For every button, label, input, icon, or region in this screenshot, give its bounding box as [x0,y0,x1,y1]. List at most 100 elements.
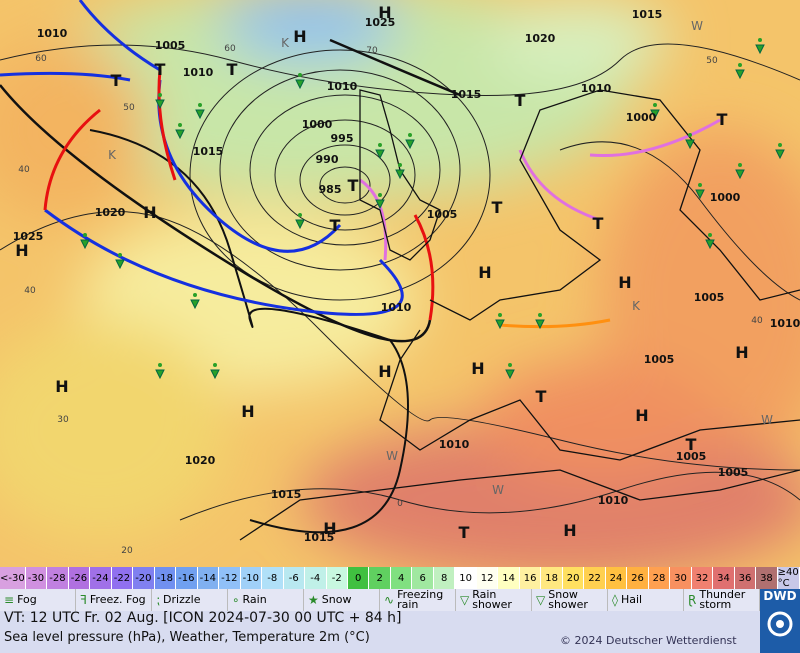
pressure-center: H [55,377,68,396]
dwd-logo: DWD [760,589,800,653]
pressure-label: 1015 [193,145,224,158]
isotherm-label: 50 [123,103,135,113]
weather-dot [158,363,162,367]
weather-legend-item: ∿ Freezing rain [380,589,456,611]
weather-symbol [375,149,385,160]
weather-dot [178,123,182,127]
weather-symbol [190,299,200,310]
weather-icon: ◊ [612,593,618,607]
pressure-label: 1020 [95,206,126,219]
scale-swatch: -24 [90,567,112,589]
pressure-center: H [635,406,648,425]
pressure-label: 1010 [381,301,412,314]
weather-symbol [375,199,385,210]
weather-icon: ▽ [536,593,546,607]
pressure-center: T [227,60,238,79]
weather-symbol [395,169,405,180]
weather-dot [298,73,302,77]
scale-swatch: 8 [433,567,456,589]
scale-swatch: -6 [283,567,306,589]
pressure-center: H [735,343,748,362]
scale-swatch: 4 [390,567,413,589]
scale-swatch: -22 [111,567,134,589]
weather-symbol [495,319,505,330]
scale-swatch: -16 [176,567,198,589]
scale-swatch: <-30 [0,567,26,589]
weather-label: Freez. Fog [89,593,146,606]
pressure-center: H [478,263,491,282]
minor-label: W [492,483,504,497]
scale-swatch: -18 [154,567,177,589]
isotherm-label: 30 [57,415,69,425]
pressure-label: 1010 [581,82,612,95]
pressure-center: T [536,387,547,406]
pressure-center: H [618,273,631,292]
scale-swatch: 14 [498,567,520,589]
weather-icon: ∘ [232,593,240,607]
pressure-center: T [515,91,526,110]
pressure-center: H [563,521,576,540]
weather-dot [118,253,122,257]
weather-symbol [155,99,165,110]
scale-swatch: 30 [670,567,692,589]
weather-symbol [505,369,515,380]
scale-swatch: 18 [541,567,563,589]
pressure-center: H [471,359,484,378]
pressure-label: 1010 [37,27,68,40]
weather-label: Snow [321,593,352,606]
scale-swatch: 12 [476,567,499,589]
weather-dot [408,133,412,137]
minor-label: W [691,19,703,33]
pressure-center: H [378,3,391,22]
pressure-center: T [459,523,470,542]
weather-symbol [155,369,165,380]
pressure-label: 1005 [676,450,707,463]
weather-symbol [175,129,185,140]
minor-label: K [632,299,641,313]
weather-dot [213,363,217,367]
pressure-center: T [717,110,728,129]
scale-swatch: 16 [519,567,542,589]
weather-legend-item: ⁏ Drizzle [152,589,228,611]
weather-dot [653,103,657,107]
isotherm-label: 60 [35,54,47,64]
pressure-label: 1015 [451,88,482,101]
pressure-center: T [593,214,604,233]
weather-label: Rain shower [472,588,512,611]
weather-icon: ∿ [384,593,395,607]
weather-dot [708,233,712,237]
scale-swatch: 34 [713,567,735,589]
weather-symbol [80,239,90,250]
scale-swatch: 10 [455,567,477,589]
weather-symbol [295,219,305,230]
pressure-center: H [378,362,391,381]
weather-legend-item: ∘ Rain [228,589,304,611]
weather-dot [378,143,382,147]
isotherm-label: 70 [366,46,378,56]
weather-dot [198,103,202,107]
weather-legend-item: ꟻ Freez. Fog [76,589,152,611]
weather-dot [538,313,542,317]
pressure-label: 1000 [302,118,333,131]
weather-dot [508,363,512,367]
pressure-label: 1015 [632,8,663,21]
weather-symbol [405,139,415,150]
copyright: © 2024 Deutscher Wetterdienst [560,634,737,647]
pressure-label: 1010 [439,438,470,451]
pressure-label: 1025 [365,16,396,29]
weather-dot [193,293,197,297]
minor-label: W [386,449,398,463]
description: Sea level pressure (hPa), Weather, Tempe… [4,630,370,645]
isotherm-label: 40 [24,286,36,296]
pressure-center: H [241,402,254,421]
pressure-label: 1010 [327,80,358,93]
weather-dot [83,233,87,237]
temperature-scale: <-30 -30 -28 -26 -24 -22 -20 -18 -16 -14 -12 -10 -8-… [0,567,800,589]
weather-dot [738,63,742,67]
weather-label: Freezing rain [397,588,444,611]
scale-swatch: -20 [133,567,155,589]
scale-swatch: -10 [240,567,263,589]
pressure-label: 1020 [185,454,216,467]
weather-symbol [775,149,785,160]
scale-swatch: -8 [262,567,284,589]
